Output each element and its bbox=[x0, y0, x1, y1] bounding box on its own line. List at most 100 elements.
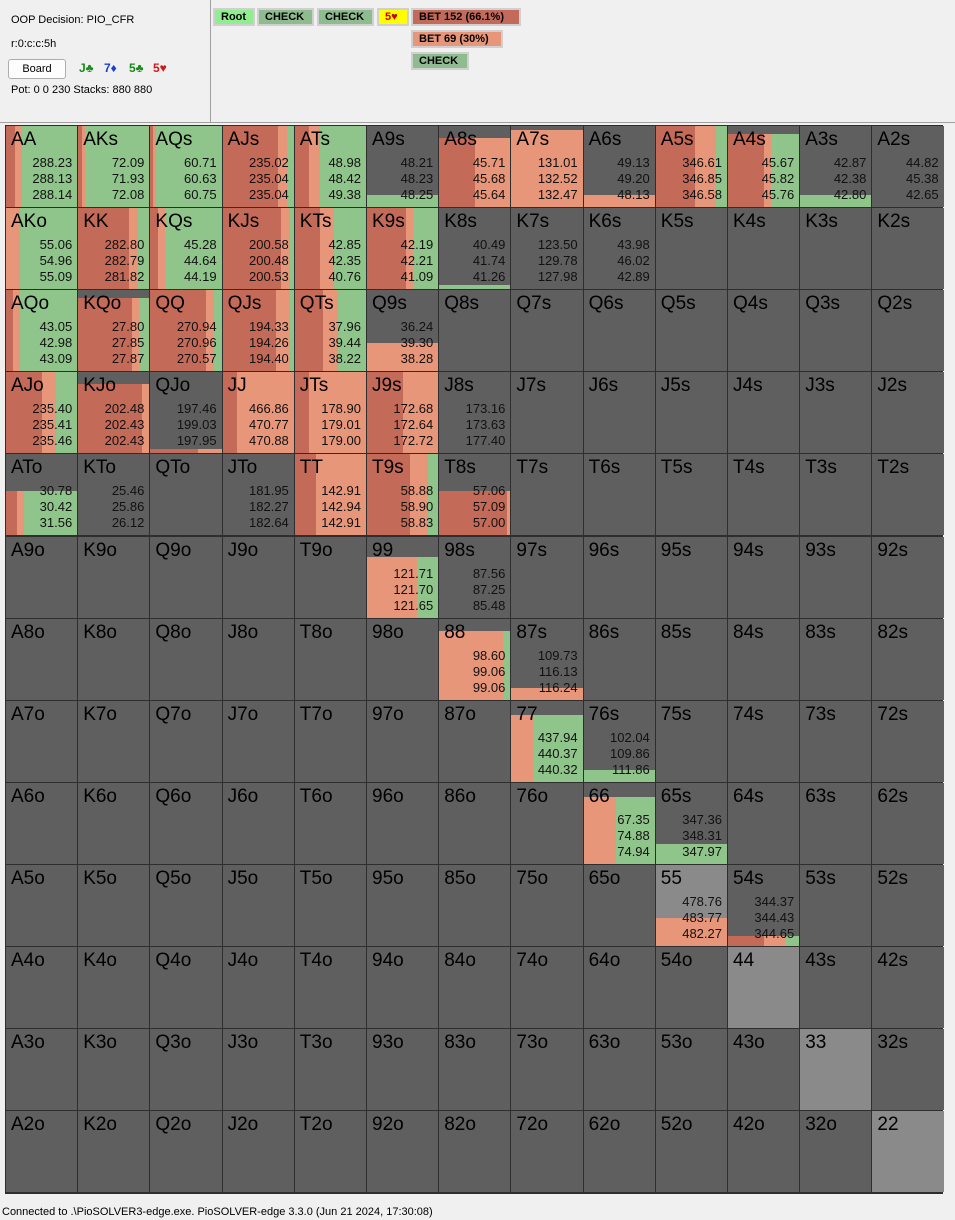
hand-cell-kk[interactable]: KK 282.80 282.79 281.82 bbox=[78, 208, 150, 290]
hand-cell-66[interactable]: 66 67.35 74.88 74.94 bbox=[583, 782, 655, 864]
hand-cell-ako[interactable]: AKo 55.06 54.96 55.09 bbox=[6, 208, 78, 290]
hand-cell-63o[interactable]: 63o bbox=[583, 1029, 655, 1111]
hand-cell-a7s[interactable]: A7s 131.01 132.52 132.47 bbox=[511, 126, 583, 208]
hand-cell-t5s[interactable]: T5s bbox=[655, 454, 727, 536]
hand-cell-86o[interactable]: 86o bbox=[439, 782, 511, 864]
hand-cell-85o[interactable]: 85o bbox=[439, 864, 511, 946]
tree-node-bet-69[interactable]: BET 69 (30%) bbox=[411, 30, 503, 48]
hand-cell-k3s[interactable]: K3s bbox=[800, 208, 872, 290]
hand-cell-a6o[interactable]: A6o bbox=[6, 782, 78, 864]
hand-cell-kjo[interactable]: KJo 202.48 202.43 202.43 bbox=[78, 372, 150, 454]
hand-cell-aqo[interactable]: AQo 43.05 42.98 43.09 bbox=[6, 290, 78, 372]
hand-cell-76o[interactable]: 76o bbox=[511, 782, 583, 864]
hand-cell-k6o[interactable]: K6o bbox=[78, 782, 150, 864]
hand-cell-j5o[interactable]: J5o bbox=[222, 864, 294, 946]
hand-cell-94s[interactable]: 94s bbox=[728, 536, 800, 618]
hand-cell-a8o[interactable]: A8o bbox=[6, 618, 78, 700]
hand-cell-a3o[interactable]: A3o bbox=[6, 1029, 78, 1111]
hand-cell-aqs[interactable]: AQs 60.71 60.63 60.75 bbox=[150, 126, 222, 208]
hand-cell-kto[interactable]: KTo 25.46 25.86 26.12 bbox=[78, 454, 150, 536]
hand-cell-96s[interactable]: 96s bbox=[583, 536, 655, 618]
hand-cell-k8o[interactable]: K8o bbox=[78, 618, 150, 700]
hand-cell-q5o[interactable]: Q5o bbox=[150, 864, 222, 946]
hand-cell-t3s[interactable]: T3s bbox=[800, 454, 872, 536]
hand-cell-k9s[interactable]: K9s 42.19 42.21 41.09 bbox=[367, 208, 439, 290]
tree-node-root[interactable]: Root bbox=[213, 8, 255, 26]
hand-cell-k3o[interactable]: K3o bbox=[78, 1029, 150, 1111]
hand-cell-j4s[interactable]: J4s bbox=[728, 372, 800, 454]
hand-cell-qjo[interactable]: QJo 197.46 199.03 197.95 bbox=[150, 372, 222, 454]
hand-cell-96o[interactable]: 96o bbox=[367, 782, 439, 864]
hand-cell-q4s[interactable]: Q4s bbox=[728, 290, 800, 372]
hand-cell-22[interactable]: 22 bbox=[872, 1111, 944, 1193]
hand-cell-kqo[interactable]: KQo 27.80 27.85 27.87 bbox=[78, 290, 150, 372]
hand-cell-77[interactable]: 77 437.94 440.37 440.32 bbox=[511, 700, 583, 782]
hand-cell-93o[interactable]: 93o bbox=[367, 1029, 439, 1111]
hand-cell-92s[interactable]: 92s bbox=[872, 536, 944, 618]
hand-cell-k2s[interactable]: K2s bbox=[872, 208, 944, 290]
hand-cell-84s[interactable]: 84s bbox=[728, 618, 800, 700]
hand-cell-t4s[interactable]: T4s bbox=[728, 454, 800, 536]
hand-cell-j2o[interactable]: J2o bbox=[222, 1111, 294, 1193]
hand-cell-a9o[interactable]: A9o bbox=[6, 536, 78, 618]
hand-cell-kqs[interactable]: KQs 45.28 44.64 44.19 bbox=[150, 208, 222, 290]
hand-cell-k5o[interactable]: K5o bbox=[78, 864, 150, 946]
hand-cell-54o[interactable]: 54o bbox=[655, 947, 727, 1029]
hand-cell-j5s[interactable]: J5s bbox=[655, 372, 727, 454]
hand-cell-k4s[interactable]: K4s bbox=[728, 208, 800, 290]
hand-cell-84o[interactable]: 84o bbox=[439, 947, 511, 1029]
hand-cell-74s[interactable]: 74s bbox=[728, 700, 800, 782]
hand-cell-65s[interactable]: 65s 347.36 348.31 347.97 bbox=[655, 782, 727, 864]
hand-cell-j2s[interactable]: J2s bbox=[872, 372, 944, 454]
hand-cell-q9s[interactable]: Q9s 36.24 39.30 38.28 bbox=[367, 290, 439, 372]
hand-cell-a2s[interactable]: A2s 44.82 45.38 42.65 bbox=[872, 126, 944, 208]
hand-cell-99[interactable]: 99 121.71 121.70 121.65 bbox=[367, 536, 439, 618]
hand-cell-32s[interactable]: 32s bbox=[872, 1029, 944, 1111]
hand-cell-98s[interactable]: 98s 87.56 87.25 85.48 bbox=[439, 536, 511, 618]
hand-cell-j7s[interactable]: J7s bbox=[511, 372, 583, 454]
hand-cell-33[interactable]: 33 bbox=[800, 1029, 872, 1111]
hand-cell-95o[interactable]: 95o bbox=[367, 864, 439, 946]
hand-cell-93s[interactable]: 93s bbox=[800, 536, 872, 618]
hand-cell-j8o[interactable]: J8o bbox=[222, 618, 294, 700]
hand-cell-a4o[interactable]: A4o bbox=[6, 947, 78, 1029]
hand-cell-q8o[interactable]: Q8o bbox=[150, 618, 222, 700]
tree-node-bet-152[interactable]: BET 152 (66.1%) bbox=[411, 8, 521, 26]
hand-cell-53o[interactable]: 53o bbox=[655, 1029, 727, 1111]
hand-cell-74o[interactable]: 74o bbox=[511, 947, 583, 1029]
hand-cell-72o[interactable]: 72o bbox=[511, 1111, 583, 1193]
hand-cell-q8s[interactable]: Q8s bbox=[439, 290, 511, 372]
hand-cell-tt[interactable]: TT 142.91 142.94 142.91 bbox=[294, 454, 366, 536]
hand-cell-q6s[interactable]: Q6s bbox=[583, 290, 655, 372]
hand-cell-q2s[interactable]: Q2s bbox=[872, 290, 944, 372]
hand-cell-k9o[interactable]: K9o bbox=[78, 536, 150, 618]
hand-cell-j3o[interactable]: J3o bbox=[222, 1029, 294, 1111]
hand-cell-j6o[interactable]: J6o bbox=[222, 782, 294, 864]
hand-cell-k6s[interactable]: K6s 43.98 46.02 42.89 bbox=[583, 208, 655, 290]
hand-cell-ato[interactable]: ATo 30.78 30.42 31.56 bbox=[6, 454, 78, 536]
hand-cell-73o[interactable]: 73o bbox=[511, 1029, 583, 1111]
hand-cell-ats[interactable]: ATs 48.98 48.42 49.38 bbox=[294, 126, 366, 208]
tree-node-turn-card[interactable]: 5♥ bbox=[377, 8, 409, 26]
tree-node-check[interactable]: CHECK bbox=[411, 52, 469, 70]
hand-cell-97s[interactable]: 97s bbox=[511, 536, 583, 618]
hand-cell-42s[interactable]: 42s bbox=[872, 947, 944, 1029]
hand-cell-87o[interactable]: 87o bbox=[439, 700, 511, 782]
hand-cell-t6s[interactable]: T6s bbox=[583, 454, 655, 536]
hand-cell-a5o[interactable]: A5o bbox=[6, 864, 78, 946]
hand-cell-a8s[interactable]: A8s 45.71 45.68 45.64 bbox=[439, 126, 511, 208]
hand-cell-kjs[interactable]: KJs 200.58 200.48 200.53 bbox=[222, 208, 294, 290]
hand-cell-86s[interactable]: 86s bbox=[583, 618, 655, 700]
hand-cell-aa[interactable]: AA 288.23 288.13 288.14 bbox=[6, 126, 78, 208]
hand-cell-q2o[interactable]: Q2o bbox=[150, 1111, 222, 1193]
hand-cell-j8s[interactable]: J8s 173.16 173.63 177.40 bbox=[439, 372, 511, 454]
hand-cell-k2o[interactable]: K2o bbox=[78, 1111, 150, 1193]
hand-cell-a7o[interactable]: A7o bbox=[6, 700, 78, 782]
hand-cell-a2o[interactable]: A2o bbox=[6, 1111, 78, 1193]
hand-cell-43s[interactable]: 43s bbox=[800, 947, 872, 1029]
tree-node-check-1[interactable]: CHECK bbox=[257, 8, 314, 26]
hand-cell-jts[interactable]: JTs 178.90 179.01 179.00 bbox=[294, 372, 366, 454]
hand-cell-ajs[interactable]: AJs 235.02 235.04 235.04 bbox=[222, 126, 294, 208]
hand-cell-q5s[interactable]: Q5s bbox=[655, 290, 727, 372]
hand-cell-97o[interactable]: 97o bbox=[367, 700, 439, 782]
